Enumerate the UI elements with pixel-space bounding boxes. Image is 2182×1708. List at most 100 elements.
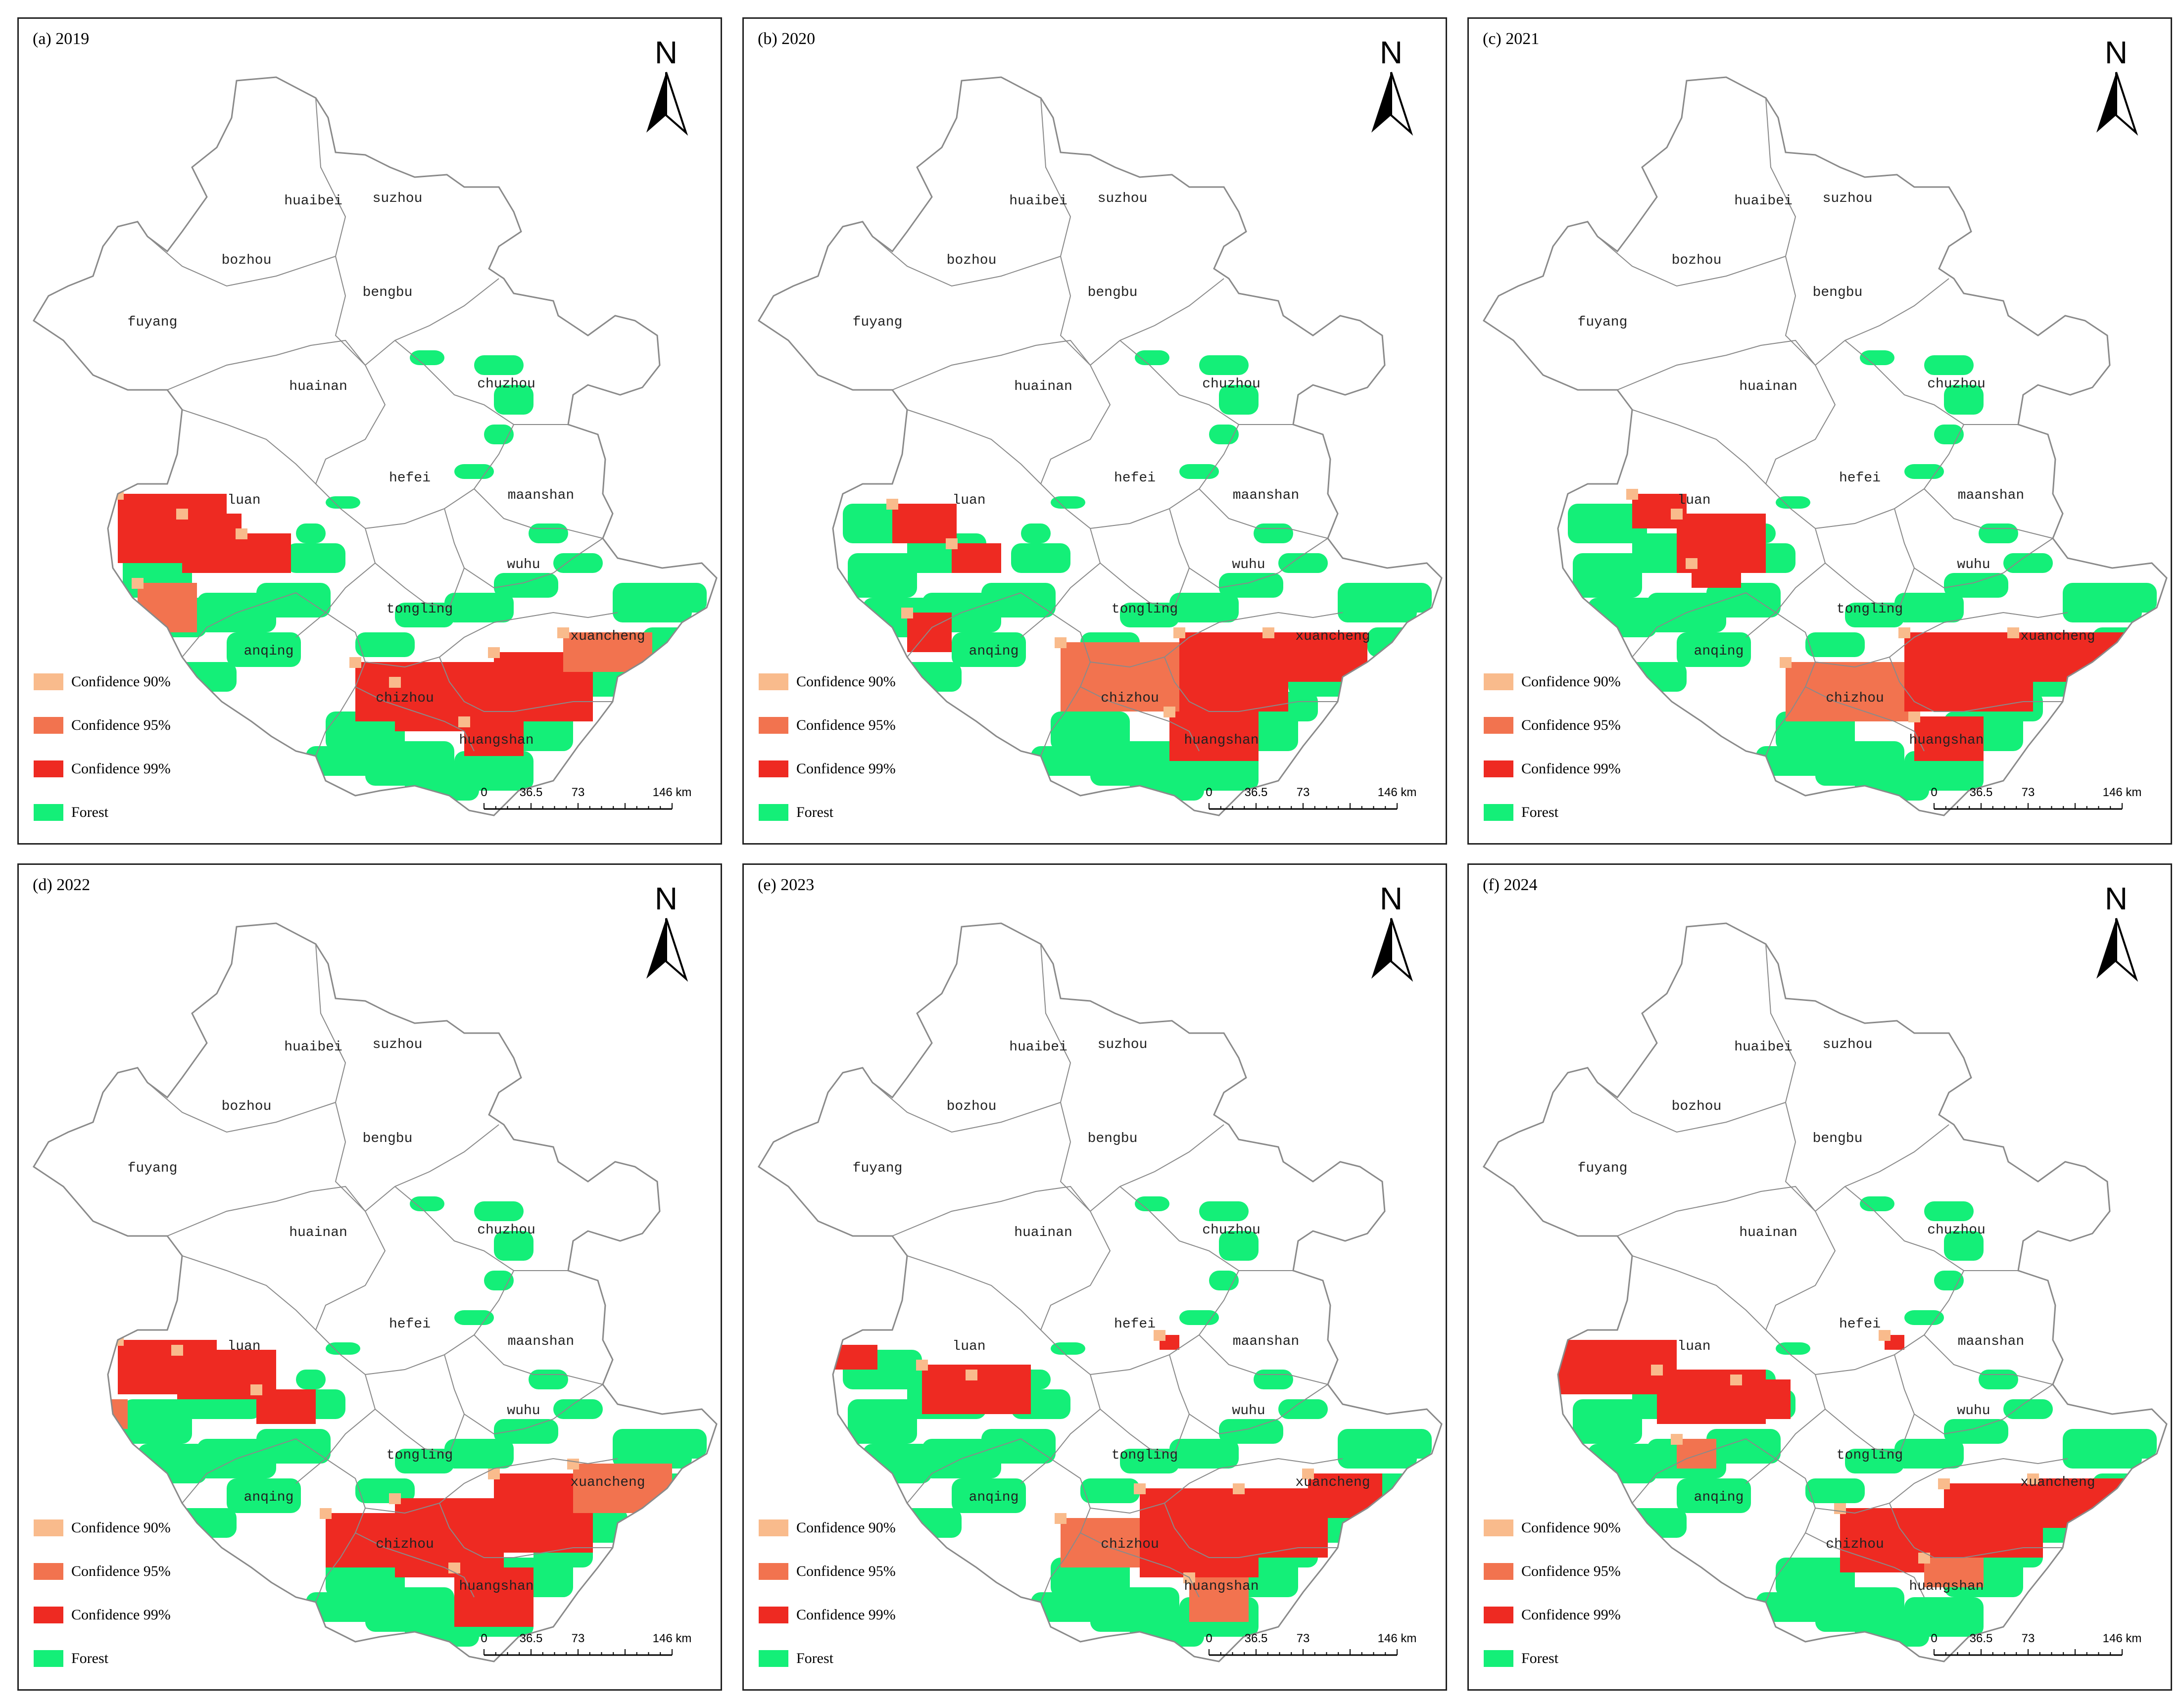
province-map: huaibei suzhou bozhou bengbu fuyang huainan ch…	[1482, 76, 2168, 816]
city-label-xuancheng: xuancheng	[2020, 1475, 2095, 1490]
forest-area	[306, 1592, 375, 1622]
city-boundary	[1199, 1334, 1328, 1385]
forest-area	[1805, 1478, 1865, 1503]
forest-area	[1924, 355, 1974, 375]
legend-label: Confidence 95%	[1521, 1563, 1621, 1579]
city-boundary	[907, 592, 1051, 658]
legend-label: Confidence 95%	[796, 717, 896, 733]
city-label-fuyang: fuyang	[853, 315, 903, 330]
legend-confidence-95: Confidence 95%	[1484, 711, 1621, 740]
map-panel: huaibei suzhou bozhou bengbu fuyang huainan ch…	[742, 17, 1447, 845]
forest-area	[494, 1231, 533, 1261]
city-label-bengbu: bengbu	[1813, 1131, 1863, 1146]
city-boundary	[1815, 612, 2068, 668]
province-map: huaibei suzhou bozhou bengbu fuyang huainan ch…	[32, 922, 718, 1662]
legend-swatch	[759, 1563, 788, 1580]
forest-area	[863, 1444, 932, 1483]
city-boundary	[167, 1186, 366, 1236]
scale-label: 36.5	[1245, 1632, 1268, 1645]
city-label-huainan: huainan	[289, 1225, 347, 1240]
forest-area	[286, 543, 345, 573]
forest-area	[256, 583, 331, 617]
legend: Confidence 90% Confidence 95% Confidence 9…	[759, 1513, 896, 1687]
city-boundary	[1199, 488, 1328, 539]
city-label-huangshan: huangshan	[1909, 733, 1984, 748]
city-label-tongling: tongling	[1112, 602, 1178, 617]
forest-area	[1367, 627, 1412, 657]
svg-text:N: N	[1380, 35, 1403, 70]
city-label-anqing: anqing	[969, 1490, 1019, 1505]
city-label-anqing: anqing	[244, 1490, 294, 1505]
city-label-chizhou: chizhou	[1826, 1537, 1884, 1552]
city-label-anqing: anqing	[1694, 1490, 1744, 1505]
legend-confidence-99: Confidence 99%	[759, 1600, 896, 1630]
city-label-tongling: tongling	[1837, 602, 1903, 617]
city-boundary	[1040, 97, 1071, 257]
forest-area	[256, 1429, 331, 1464]
city-label-hefei: hefei	[389, 471, 431, 486]
hotspot-cell-90	[1879, 1330, 1891, 1341]
legend-label: Confidence 99%	[1521, 1607, 1621, 1623]
city-boundary	[444, 1354, 603, 1435]
city-boundary	[182, 1438, 326, 1504]
legend-swatch	[1484, 1607, 1513, 1623]
forest-area	[1219, 385, 1259, 415]
city-label-suzhou: suzhou	[1823, 191, 1873, 206]
city-boundary	[1805, 1532, 1925, 1598]
city-boundary	[1785, 1102, 1949, 1212]
forest-area	[395, 603, 454, 627]
city-label-huangshan: huangshan	[1184, 733, 1259, 748]
hotspot-cell-90	[1626, 489, 1638, 500]
city-label-bengbu: bengbu	[1088, 285, 1138, 300]
city-boundary	[315, 944, 346, 1103]
city-boundary	[394, 340, 568, 425]
forest-area	[1120, 603, 1179, 627]
hotspot-cluster	[1189, 1577, 1249, 1622]
forest-area	[1904, 464, 1944, 479]
city-label-wuhu: wuhu	[1957, 1403, 1990, 1419]
city-boundary	[1924, 488, 2053, 539]
forest-area	[1568, 504, 1647, 543]
city-boundary	[1597, 1082, 1786, 1133]
city-boundary	[1844, 340, 2018, 425]
city-label-hefei: hefei	[1114, 471, 1156, 486]
forest-area	[1254, 523, 1293, 543]
city-boundary	[1632, 1438, 1776, 1504]
hotspot-cluster	[971, 1375, 1031, 1404]
hotspot-cell-90	[458, 716, 470, 727]
city-boundary	[907, 409, 1041, 484]
legend-swatch	[759, 1650, 788, 1667]
city-boundary	[1805, 686, 1925, 752]
forest-area	[494, 1419, 558, 1444]
city-label-maanshan: maanshan	[1958, 1334, 2024, 1349]
city-label-hefei: hefei	[389, 1317, 431, 1332]
legend-confidence-99: Confidence 99%	[34, 1600, 171, 1630]
hotspot-cell-90	[389, 1493, 401, 1504]
city-label-bengbu: bengbu	[363, 285, 413, 300]
province-map: huaibei suzhou bozhou bengbu fuyang huainan ch…	[757, 76, 1443, 816]
city-boundary	[335, 1102, 499, 1212]
city-label-chizhou: chizhou	[376, 691, 434, 706]
city-label-xuancheng: xuancheng	[2020, 629, 2095, 644]
city-label-chuzhou: chuzhou	[1927, 1223, 1986, 1238]
forest-area	[454, 1310, 494, 1325]
legend-swatch	[34, 760, 63, 777]
legend-swatch	[34, 717, 63, 734]
scale-label: 146 km	[2103, 786, 2142, 799]
hotspot-cell-90	[1262, 627, 1274, 638]
scale-label: 36.5	[1970, 786, 1993, 799]
forest-area	[2003, 553, 2053, 573]
legend-label: Confidence 99%	[1521, 760, 1621, 777]
hotspot-cell-90	[1302, 1469, 1314, 1479]
forest-area	[1845, 1449, 1904, 1473]
city-boundary	[182, 409, 316, 484]
forest-area	[662, 1429, 707, 1459]
city-boundary	[907, 1438, 1051, 1504]
scale-bar: 0 36.5 73 146 km	[1931, 786, 2142, 810]
forest-area	[395, 1449, 454, 1473]
legend-label: Confidence 99%	[71, 1607, 171, 1623]
hotspot-cell-90	[1898, 627, 1910, 638]
forest-area	[1860, 1196, 1894, 1211]
forest-area	[1179, 464, 1219, 479]
legend: Confidence 90% Confidence 95% Confidence 9…	[759, 667, 896, 841]
